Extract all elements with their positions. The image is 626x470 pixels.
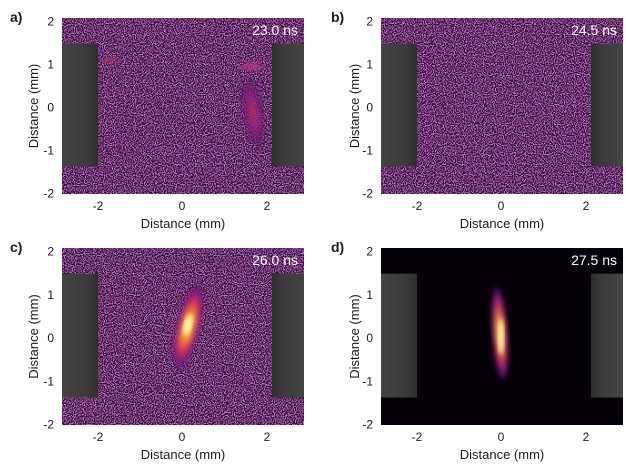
y-tick-label: 2 (366, 15, 373, 29)
y-tick-label: 1 (47, 58, 54, 72)
y-tick-label: -1 (43, 144, 54, 158)
time-label: 27.5 ns (571, 252, 617, 268)
panel-c: 26.0 ns c) 2 1 0 -1 -2 -2 0 2 Distance (mm) Distanc… (10, 239, 304, 462)
x-tick-label: 2 (583, 430, 590, 444)
x-axis-label: Distance (mm) (141, 447, 226, 462)
panel-letter: d) (331, 239, 344, 255)
y-tick-label: -1 (362, 374, 373, 388)
x-tick-label: 2 (583, 199, 590, 213)
x-tick-label: 0 (498, 430, 505, 444)
emission-spot (242, 62, 262, 70)
y-tick-label: -1 (43, 374, 54, 388)
x-axis-label: Distance (mm) (460, 216, 545, 231)
y-tick-label: 2 (366, 245, 373, 259)
emission-core (183, 314, 193, 335)
y-tick-label: 2 (47, 15, 54, 29)
right-electrode (591, 43, 623, 167)
y-tick-label: -1 (362, 144, 373, 158)
y-axis-label: Distance (mm) (26, 294, 41, 379)
emission-spot (103, 57, 117, 63)
image-area (62, 248, 304, 425)
y-tick-label: 0 (47, 101, 54, 115)
y-tick-label: -2 (43, 187, 54, 201)
y-tick-label: -2 (362, 187, 373, 201)
x-tick-label: -2 (412, 199, 423, 213)
y-tick-label: 1 (366, 58, 373, 72)
right-electrode (272, 43, 304, 167)
left-electrode (381, 273, 417, 398)
y-axis-label: Distance (mm) (347, 64, 362, 149)
x-tick-label: 0 (498, 199, 505, 213)
left-electrode (381, 43, 417, 167)
panel-a: 23.0 ns a) 2 1 0 -1 -2 -2 0 2 Distance (mm) Distanc… (10, 9, 304, 231)
x-tick-label: -2 (412, 430, 423, 444)
panel-letter: a) (10, 9, 22, 25)
panel-letter: c) (10, 239, 22, 255)
x-tick-label: -2 (93, 199, 104, 213)
right-electrode (272, 273, 304, 398)
x-tick-label: 0 (179, 430, 186, 444)
y-tick-label: -2 (43, 418, 54, 432)
y-tick-label: -2 (362, 418, 373, 432)
emission-core (498, 318, 504, 355)
y-tick-label: 2 (47, 245, 54, 259)
y-tick-label: 1 (366, 288, 373, 302)
image-area (381, 248, 623, 425)
y-tick-label: 0 (47, 331, 54, 345)
y-tick-label: 1 (47, 288, 54, 302)
left-electrode (62, 43, 98, 167)
image-area (381, 18, 623, 194)
x-tick-label: -2 (93, 430, 104, 444)
panel-b: 24.5 ns b) 2 1 0 -1 -2 -2 0 2 Distance (mm) Distanc… (331, 9, 623, 231)
image-area (62, 18, 304, 194)
y-axis-label: Distance (mm) (26, 64, 41, 149)
panel-letter: b) (331, 9, 344, 25)
y-tick-label: 0 (366, 101, 373, 115)
y-tick-label: 0 (366, 331, 373, 345)
emission-edge-right (239, 73, 267, 153)
right-electrode (591, 273, 623, 398)
panel-d: 27.5 ns d) 2 1 0 -1 -2 -2 0 2 Distance (mm) Distanc… (331, 239, 623, 462)
y-axis-label: Distance (mm) (347, 294, 362, 379)
time-label: 23.0 ns (252, 22, 298, 38)
left-electrode (62, 273, 98, 398)
x-tick-label: 0 (179, 199, 186, 213)
x-axis-label: Distance (mm) (460, 447, 545, 462)
x-tick-label: 2 (264, 199, 271, 213)
x-tick-label: 2 (264, 430, 271, 444)
time-label: 26.0 ns (252, 252, 298, 268)
time-label: 24.5 ns (571, 22, 617, 38)
x-axis-label: Distance (mm) (141, 216, 226, 231)
